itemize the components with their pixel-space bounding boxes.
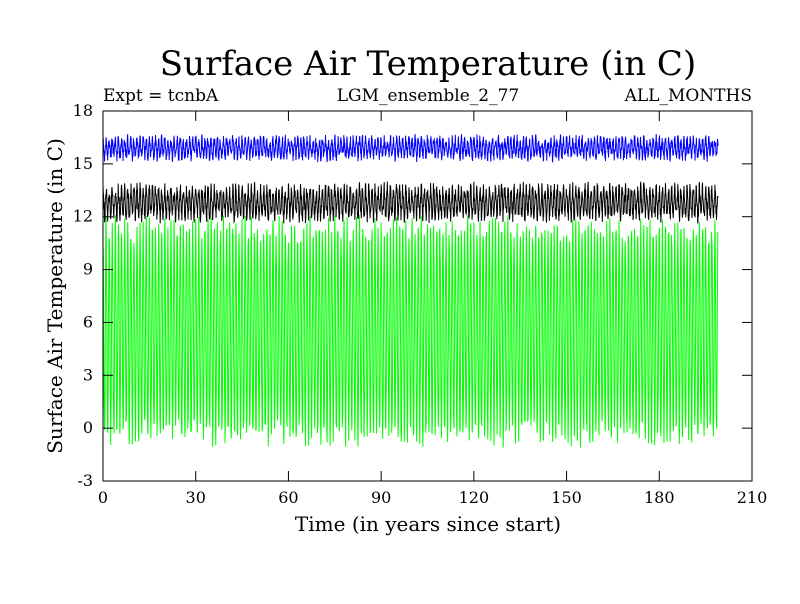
series-line-blue — [102, 133, 719, 164]
x-tick-label: 0 — [98, 488, 108, 507]
chart-subtitle-center: LGM_ensemble_2_77 — [337, 86, 520, 106]
x-tick-label: 60 — [278, 488, 298, 507]
y-tick-label: 15 — [73, 154, 93, 173]
x-tick-label: 120 — [459, 488, 490, 507]
x-tick-label: 30 — [186, 488, 206, 507]
y-tick-label: 6 — [83, 312, 93, 331]
y-tick-label: 9 — [83, 260, 93, 279]
y-tick-label: -3 — [77, 471, 93, 490]
series-line-green — [102, 214, 719, 448]
ticks-layer: 0 30 60 90 120 150 180 210 -3 0 3 6 9 12 15 18 — [73, 101, 768, 507]
chart-title: Surface Air Temperature (in C) — [160, 44, 696, 84]
y-axis-label: Surface Air Temperature (in C) — [43, 138, 67, 454]
y-tick-label: 3 — [83, 365, 93, 384]
y-tick-label: 12 — [73, 207, 93, 226]
series-layer — [102, 133, 719, 448]
y-tick-label: 0 — [83, 418, 93, 437]
x-axis-label: Time (in years since start) — [295, 512, 561, 536]
y-tick-label: 18 — [73, 101, 93, 120]
x-tick-label: 90 — [371, 488, 391, 507]
chart-subtitle-left: Expt = tcnbA — [103, 86, 219, 106]
x-tick-label: 180 — [644, 488, 675, 507]
chart-subtitle-right: ALL_MONTHS — [624, 86, 752, 106]
x-tick-label: 150 — [551, 488, 582, 507]
plot-frame — [102, 110, 753, 482]
x-tick-label: 210 — [737, 488, 768, 507]
series-line-black — [102, 180, 719, 224]
